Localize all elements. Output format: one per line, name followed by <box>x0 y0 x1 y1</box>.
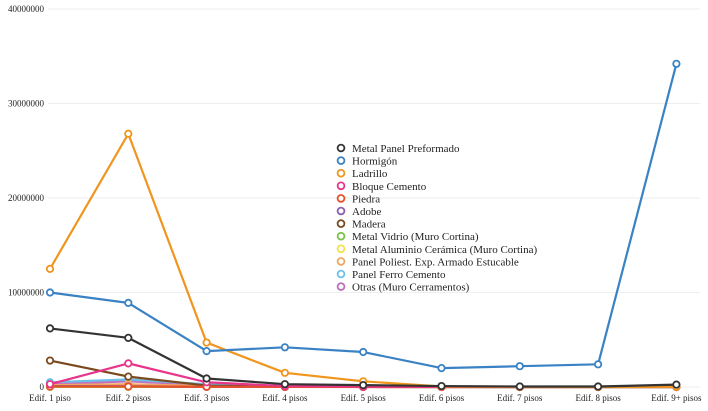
legend-item[interactable]: Metal Aluminio Cerámica (Muro Cortina) <box>336 244 538 256</box>
data-point[interactable] <box>437 381 446 391</box>
legend-label: Madera <box>352 219 386 231</box>
data-point[interactable] <box>45 264 55 273</box>
data-point[interactable] <box>45 324 55 333</box>
legend-label: Hormigón <box>352 156 398 168</box>
legend-item[interactable]: Piedra <box>336 193 381 205</box>
legend-marker <box>336 206 346 216</box>
legend-marker <box>336 219 346 228</box>
data-point[interactable] <box>672 59 681 68</box>
legend-label: Adobe <box>352 206 381 218</box>
x-tick-label: Edif. 6 pisos <box>419 393 465 403</box>
data-point[interactable] <box>593 360 603 369</box>
legend-marker <box>336 181 346 191</box>
data-point[interactable] <box>359 347 368 357</box>
data-point[interactable] <box>280 380 289 389</box>
legend-label: Panel Poliest. Exp. Armado Estucable <box>352 256 519 268</box>
data-point[interactable] <box>45 288 55 297</box>
data-point[interactable] <box>124 382 133 391</box>
legend-marker <box>336 257 346 266</box>
data-point[interactable] <box>202 374 211 383</box>
data-point[interactable] <box>280 343 289 352</box>
legend-item[interactable]: Hormigón <box>336 156 398 168</box>
x-tick-label: Edif. 7 pisos <box>497 393 543 403</box>
legend-marker <box>336 231 346 241</box>
data-point[interactable] <box>45 380 55 389</box>
x-tick-label: Edif. 1 piso <box>29 393 71 403</box>
x-tick-label: Edif. 4 pisos <box>262 393 308 403</box>
legend-item[interactable]: Panel Ferro Cemento <box>336 269 446 281</box>
data-point[interactable] <box>672 380 681 389</box>
series-0 <box>45 324 681 391</box>
series-1 <box>45 59 681 373</box>
y-tick-label: 0 <box>40 382 45 392</box>
legend-label: Piedra <box>352 193 380 205</box>
legend-marker <box>336 244 346 254</box>
x-tick-label: Edif. 8 pisos <box>575 393 621 403</box>
legend-marker <box>336 168 346 178</box>
data-point[interactable] <box>202 338 211 347</box>
legend-item[interactable]: Bloque Cemento <box>336 181 427 193</box>
x-tick-label: Edif. 2 pisos <box>106 393 152 403</box>
x-tick-label: Edif. 3 pisos <box>184 393 230 403</box>
data-point[interactable] <box>437 363 446 373</box>
legend-item[interactable]: Panel Poliest. Exp. Armado Estucable <box>336 256 519 268</box>
data-point[interactable] <box>515 382 524 391</box>
x-tick-label: Edif. 9+ pisos <box>651 393 702 403</box>
legend-item[interactable]: Adobe <box>336 206 382 218</box>
y-tick-label: 10000000 <box>8 288 45 298</box>
y-tick-label: 30000000 <box>8 99 45 109</box>
legend-label: Metal Vidrio (Muro Cortina) <box>352 231 479 243</box>
legend-label: Metal Panel Preformado <box>352 143 460 155</box>
data-point[interactable] <box>124 298 133 307</box>
x-tick-label: Edif. 5 pisos <box>341 393 387 403</box>
data-point[interactable] <box>124 333 133 342</box>
legend-label: Metal Aluminio Cerámica (Muro Cortina) <box>352 244 537 256</box>
data-point[interactable] <box>124 129 133 138</box>
data-point[interactable] <box>515 362 524 371</box>
legend-label: Bloque Cemento <box>352 181 427 193</box>
legend-item[interactable]: Ladrillo <box>336 168 388 180</box>
legend-marker <box>336 269 346 279</box>
legend-label: Panel Ferro Cemento <box>352 269 446 281</box>
legend-item[interactable]: Metal Panel Preformado <box>336 143 460 155</box>
data-point[interactable] <box>280 368 289 377</box>
data-point[interactable] <box>593 382 603 391</box>
legend-item[interactable]: Otras (Muro Cerramentos) <box>336 282 470 294</box>
data-point[interactable] <box>45 356 55 365</box>
legend-marker <box>336 282 346 291</box>
legend-label: Ladrillo <box>352 168 388 180</box>
legend-marker <box>336 156 346 165</box>
data-point[interactable] <box>359 381 368 390</box>
data-point[interactable] <box>202 346 211 356</box>
y-tick-label: 40000000 <box>8 4 45 14</box>
data-point[interactable] <box>124 372 133 381</box>
legend-marker <box>336 143 346 153</box>
data-point[interactable] <box>124 359 133 368</box>
legend-item[interactable]: Madera <box>336 219 386 231</box>
legend-label: Otras (Muro Cerramentos) <box>352 282 470 294</box>
y-tick-label: 20000000 <box>8 193 45 203</box>
legend-item[interactable]: Metal Vidrio (Muro Cortina) <box>336 231 479 243</box>
legend-marker <box>336 194 346 203</box>
